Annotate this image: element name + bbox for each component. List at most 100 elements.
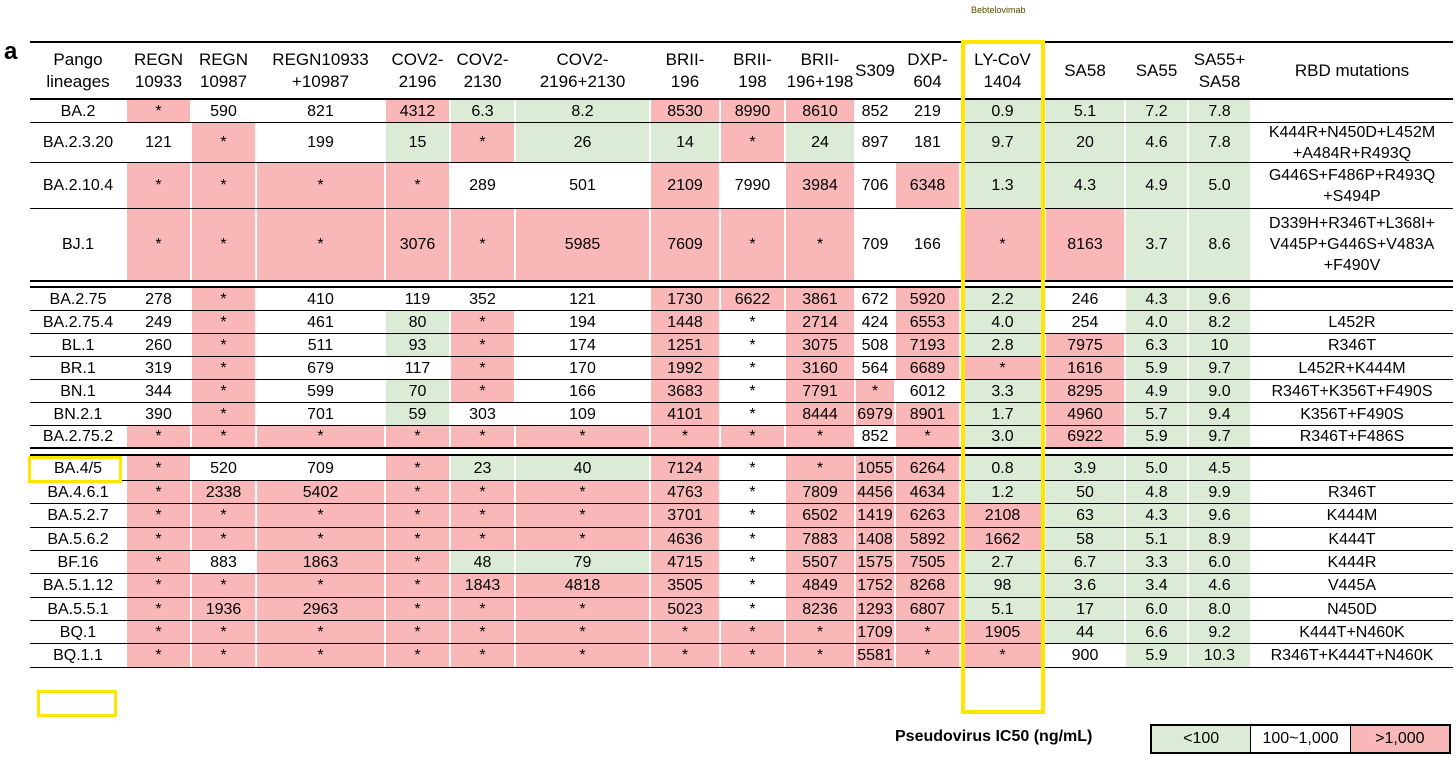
ic50-cell: * xyxy=(451,528,514,550)
table-row: BA.4.6.1 * 2338 5402 * * * 4763 * 7809 4456 4634 1.2… xyxy=(30,481,1453,504)
ic50-cell: 117 xyxy=(404,359,431,377)
column-header-line: 2196+2130 xyxy=(539,71,626,91)
column-header-line: lineages xyxy=(46,71,110,91)
table-row: BA.2.75 278 * 410 119 352 121 1730 6622 3861 672 59… xyxy=(30,288,1453,311)
ic50-cell: * xyxy=(721,123,784,162)
ic50-cell: 6979 xyxy=(856,403,894,425)
ic50-cell: 8295 xyxy=(1046,380,1124,402)
ic50-cell: 4.8 xyxy=(1126,481,1187,503)
rbd-mutation-line: N450D xyxy=(1327,600,1377,618)
ic50-cell: * xyxy=(192,504,255,527)
table-row: BJ.1 * * * 3076 * 5985 7609 * * 709 166 * 8163 3.7 8.6 D… xyxy=(30,209,1453,282)
rbd-mutations-cell: R346T+K356T+F490S xyxy=(1252,380,1452,402)
lineage-cell: BA.2.3.20 xyxy=(42,134,114,151)
ic50-cell: 3.4 xyxy=(1126,574,1187,597)
ic50-cell: * xyxy=(257,621,384,643)
ic50-cell: 599 xyxy=(307,382,334,400)
ic50-cell: 278 xyxy=(145,290,172,308)
ic50-cell: 6.0 xyxy=(1126,598,1187,620)
rbd-mutations-cell: R346T xyxy=(1252,334,1452,356)
column-header-line: 2196 xyxy=(398,71,437,91)
rbd-mutations-cell: K444R xyxy=(1252,551,1452,573)
ic50-cell: 319 xyxy=(145,359,172,377)
rbd-mutation-line: R346T xyxy=(1327,336,1377,354)
ic50-cell: * xyxy=(127,644,190,667)
table-row: BA.2.75.4 249 * 461 80 * 194 1448 * 2714 424 6553 4.… xyxy=(30,311,1453,334)
rbd-mutation-line: L452R+K444M xyxy=(1298,359,1406,377)
ic50-cell: 8163 xyxy=(1046,209,1124,280)
rbd-mutations-cell xyxy=(1252,288,1452,310)
legend-title: Pseudovirus IC50 (ng/mL) xyxy=(895,728,1093,745)
ic50-cell: 79 xyxy=(516,551,649,573)
ic50-cell: 63 xyxy=(1046,504,1124,527)
lineage-cell: BA.4/5 xyxy=(53,459,103,477)
ic50-cell: 166 xyxy=(914,236,941,253)
ic50-cell: 7609 xyxy=(651,209,719,280)
ic50-cell: 6807 xyxy=(896,598,959,620)
rbd-mutation-line: G446S+F486P+R493Q xyxy=(1268,166,1436,184)
ic50-cell: 303 xyxy=(469,405,496,423)
ic50-cell: 5.7 xyxy=(1126,403,1187,425)
ic50-cell: 3861 xyxy=(786,288,854,310)
ic50-cell: 44 xyxy=(1046,621,1124,643)
column-header: RBD mutations xyxy=(1252,43,1452,98)
rbd-mutations-cell xyxy=(1252,456,1452,480)
ic50-cell: 3.7 xyxy=(1126,209,1187,280)
ic50-cell: * xyxy=(257,528,384,550)
table-header: Pango lineages REGN 10933 REGN 10987 REGN10933… xyxy=(30,41,1453,100)
ic50-cell: 9.6 xyxy=(1189,504,1250,527)
lineage-cell: BA.4.6.1 xyxy=(47,483,109,501)
rbd-mutation-line: D339H+R346T+L368I+ xyxy=(1269,215,1435,232)
ic50-cell: * xyxy=(386,504,449,527)
column-header: Pango lineages xyxy=(31,43,125,98)
ic50-cell: 4.9 xyxy=(1126,380,1187,402)
ic50-cell: 17 xyxy=(1046,598,1124,620)
ic50-cell: * xyxy=(192,209,255,280)
lineage-cell: BL.1 xyxy=(61,336,95,354)
ic50-cell: * xyxy=(749,577,756,594)
ic50-cell: 1419 xyxy=(856,504,894,527)
ic50-cell: 10.3 xyxy=(1189,644,1250,667)
ic50-cell: 249 xyxy=(145,313,172,331)
ic50-cell: 7975 xyxy=(1046,334,1124,356)
ic50-cell: 5.0 xyxy=(1126,456,1187,480)
ic50-cell: * xyxy=(127,528,190,550)
ic50-cell: * xyxy=(786,209,854,280)
ic50-cell: 8236 xyxy=(786,598,854,620)
lineage-cell: BR.1 xyxy=(60,359,96,377)
ic50-cell: 1293 xyxy=(856,598,894,620)
rbd-mutation-line: L452R xyxy=(1328,313,1376,331)
ic50-cell: 6.6 xyxy=(1126,621,1187,643)
ic50-cell: 9.6 xyxy=(1189,288,1250,310)
ic50-cell: * xyxy=(386,621,449,643)
ic50-cell: 9.7 xyxy=(961,123,1044,162)
ic50-cell: 706 xyxy=(861,177,889,194)
ic50-cell: 119 xyxy=(404,290,431,308)
ic50-cell: 1251 xyxy=(651,334,719,356)
ic50-cell: 461 xyxy=(307,313,334,331)
ic50-cell: 7990 xyxy=(734,177,771,194)
column-header: COV2- 2130 xyxy=(451,43,514,98)
ic50-cell: * xyxy=(257,504,384,527)
ic50-cell: * xyxy=(386,426,449,447)
ic50-cell: * xyxy=(192,288,255,310)
ic50-cell: * xyxy=(386,163,449,208)
ic50-cell: 9.4 xyxy=(1189,403,1250,425)
rbd-mutation-line: K444M xyxy=(1326,507,1378,524)
ic50-cell: 58 xyxy=(1046,528,1124,550)
ic50-cell: 8444 xyxy=(786,403,854,425)
ic50-cell: 50 xyxy=(1046,481,1124,503)
ic50-cell: 7505 xyxy=(896,551,959,573)
column-header-line: 604 xyxy=(913,71,942,91)
ic50-cell: 0.9 xyxy=(961,100,1044,122)
rbd-mutation-line: R346T xyxy=(1327,483,1377,501)
ic50-cell: * xyxy=(651,426,719,447)
ic50-cell: 1905 xyxy=(961,621,1044,643)
ic50-cell: 1616 xyxy=(1046,357,1124,379)
rbd-mutation-line: V445P+G446S+V483A xyxy=(1269,236,1435,253)
ic50-cell: 246 xyxy=(1071,290,1099,308)
ic50-cell: * xyxy=(451,504,514,527)
ic50-cell: 121 xyxy=(145,134,172,151)
lineage-cell: BA.5.1.12 xyxy=(42,577,114,594)
ic50-cell: 1448 xyxy=(651,311,719,333)
